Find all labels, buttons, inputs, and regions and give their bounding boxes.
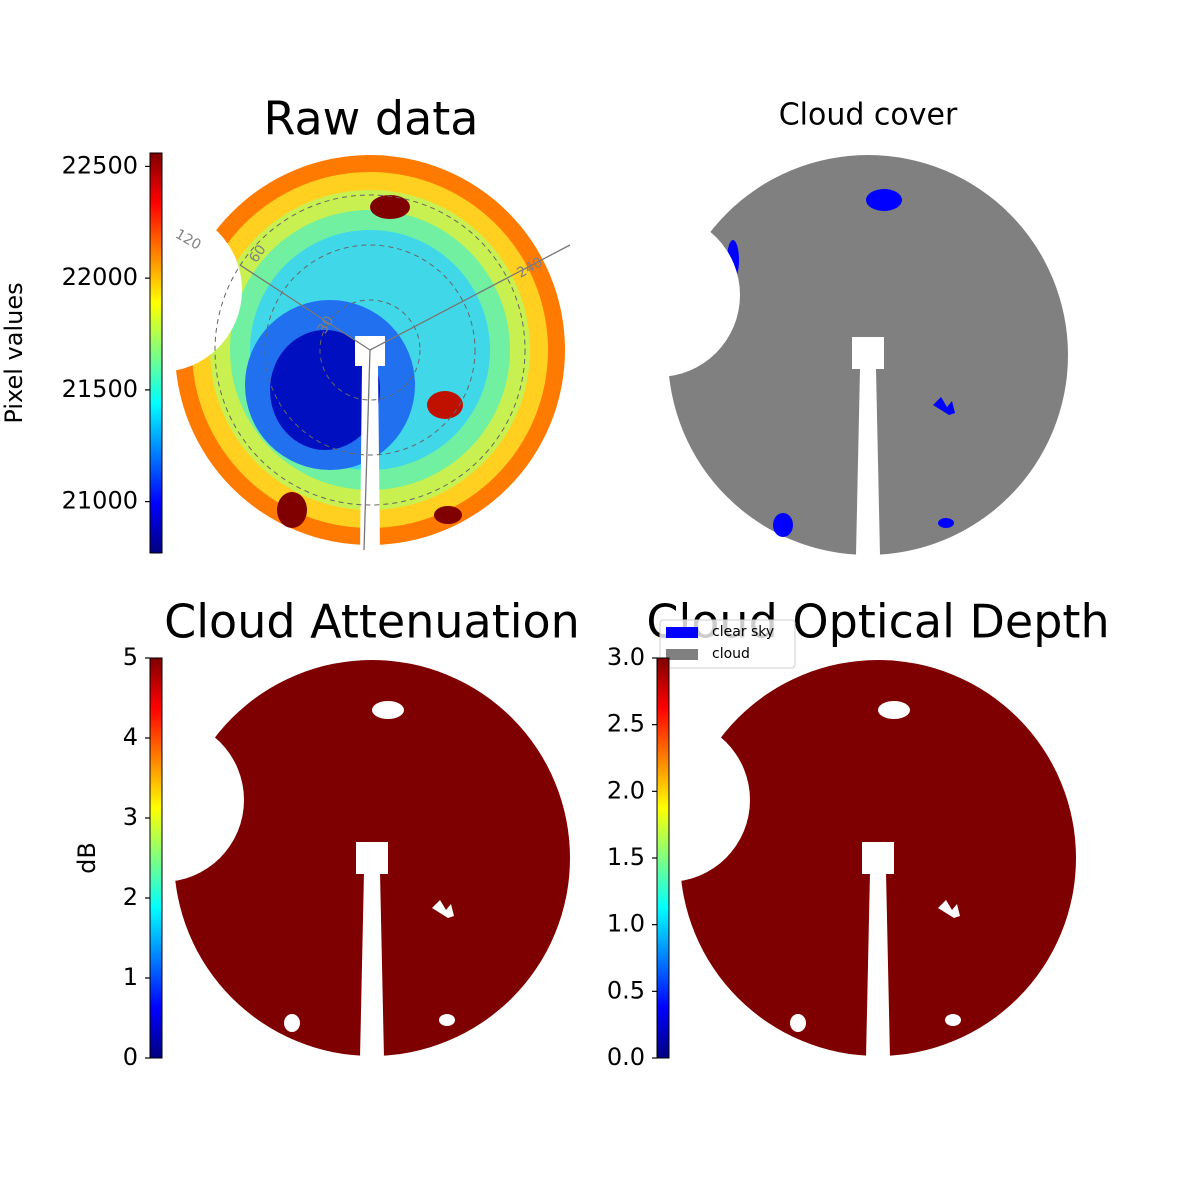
legend-swatch [666, 649, 698, 660]
attenuation-image [80, 660, 570, 1058]
colorbar-tick-label: 21000 [62, 487, 138, 515]
panel-title: Cloud Attenuation [164, 595, 580, 649]
colorbar-tick-label: 2.0 [607, 776, 645, 804]
colorbar [149, 152, 163, 554]
legend-swatch [666, 627, 698, 638]
colorbar-tick-label: 5 [123, 643, 138, 671]
colorbar-tick-label: 4 [123, 723, 138, 751]
colorbar [656, 657, 670, 1059]
colorbar-tick-label: 22000 [62, 263, 138, 291]
optical-depth-image [586, 660, 1076, 1058]
colorbar-label: dB [73, 842, 101, 874]
colorbar-tick-label: 0.0 [607, 1043, 645, 1071]
colorbar-tick-label: 0.5 [607, 976, 645, 1004]
panel-title: Cloud cover [779, 98, 958, 133]
colorbar-tick-label: 2 [123, 883, 138, 911]
colorbar-tick-label: 1.5 [607, 843, 645, 871]
raw-image [78, 155, 571, 555]
colorbar-label: Pixel values [0, 282, 28, 423]
colorbar-tick-label: 3 [123, 803, 138, 831]
colorbar-tick-label: 22500 [62, 151, 138, 179]
colorbar-tick-label: 2.5 [607, 710, 645, 738]
colorbar-tick-label: 1.0 [607, 910, 645, 938]
polar-label: 30 [315, 313, 338, 336]
cloud-cover-image [576, 155, 1068, 555]
legend-label: cloud [712, 646, 750, 662]
legend-label: clear sky [712, 624, 774, 640]
colorbar [149, 657, 163, 1059]
legend: clear sky cloud [659, 619, 796, 669]
colorbar-tick-label: 1 [123, 963, 138, 991]
colorbar-tick-label: 3.0 [607, 643, 645, 671]
panel-title: Raw data [264, 92, 479, 146]
colorbar-tick-label: 21500 [62, 375, 138, 403]
colorbar-tick-label: 0 [123, 1043, 138, 1071]
